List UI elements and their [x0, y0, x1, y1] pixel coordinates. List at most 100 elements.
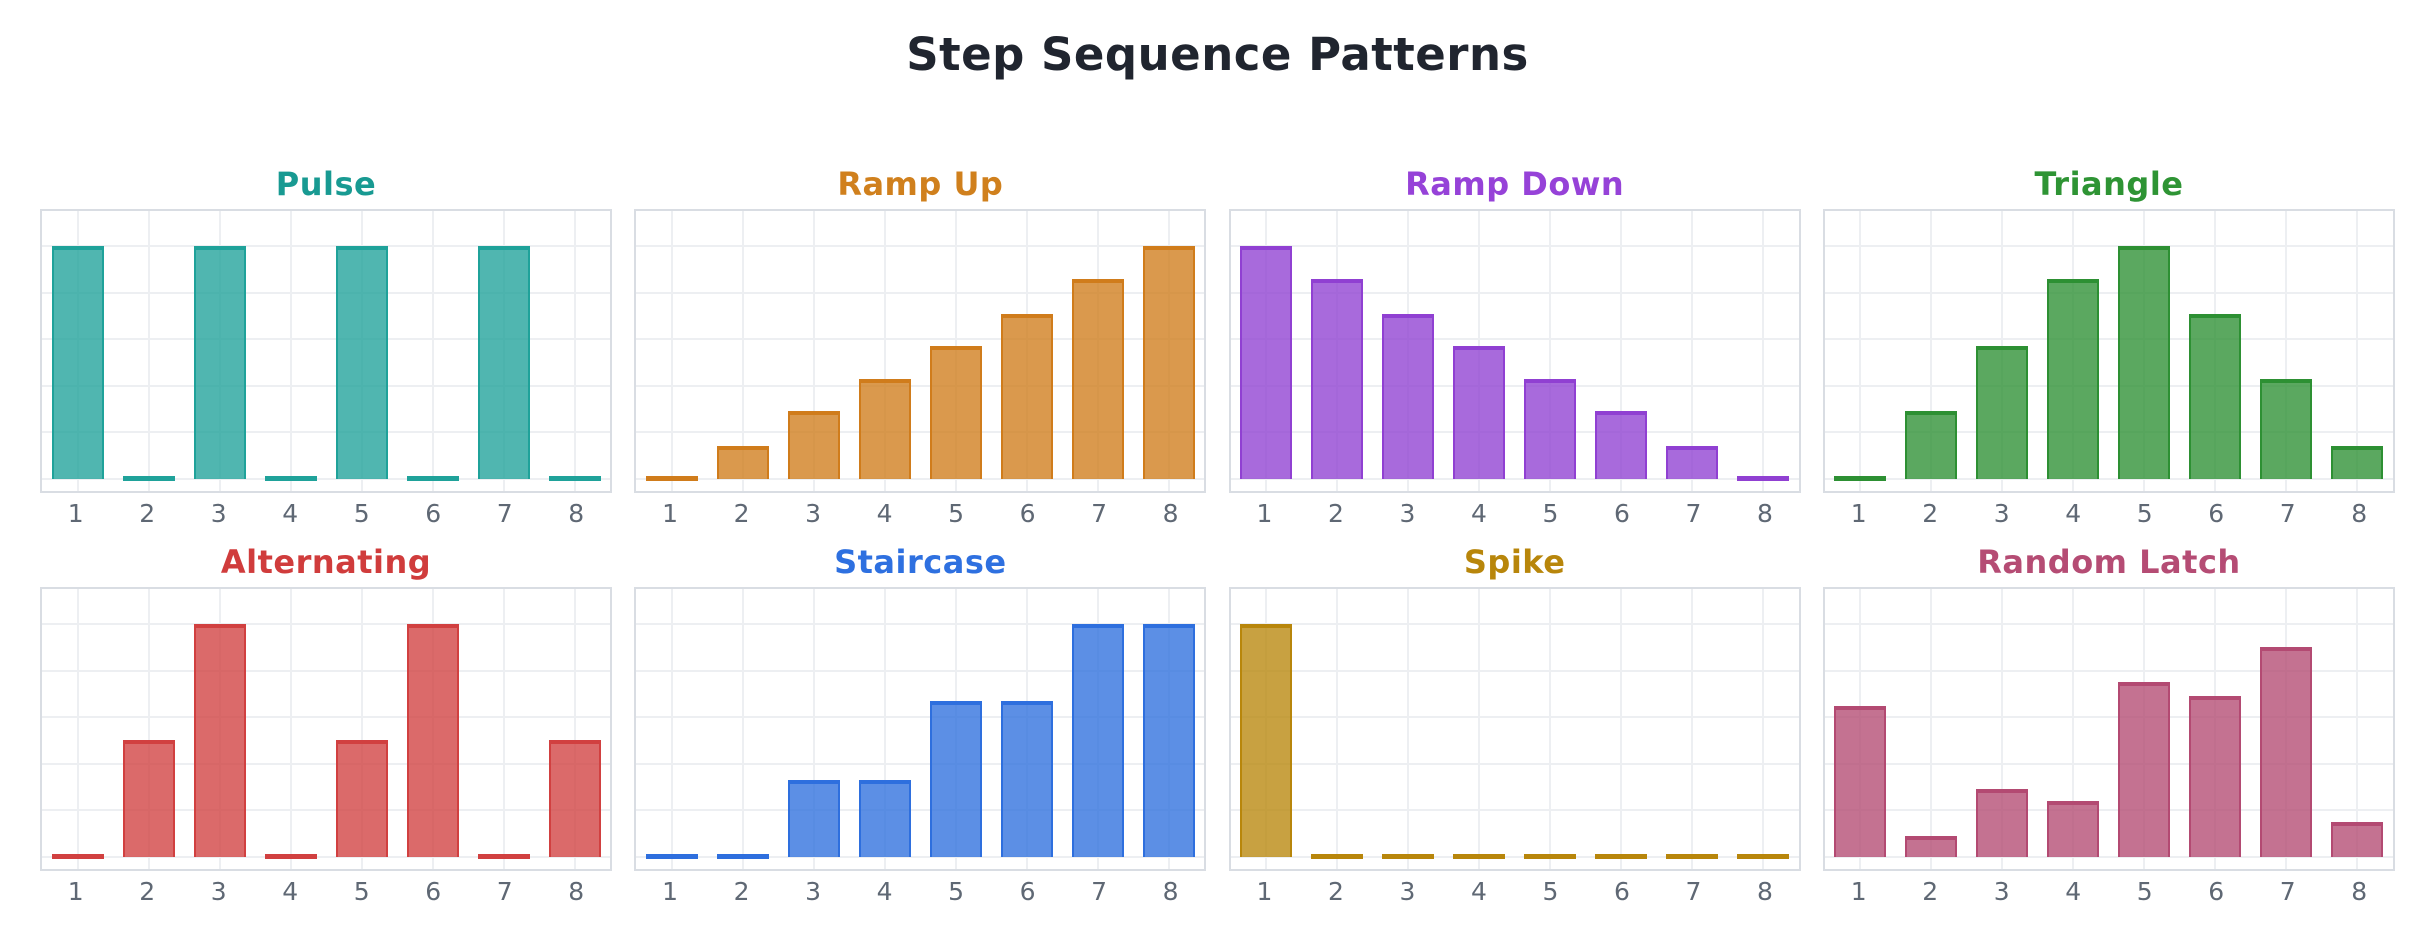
- bar: [645, 854, 698, 859]
- x-tick-label: 6: [2208, 499, 2225, 528]
- bar: [122, 476, 175, 481]
- x-tick-label: 6: [425, 877, 442, 906]
- horizontal-gridline: [1230, 245, 1799, 247]
- horizontal-gridline: [1230, 762, 1799, 765]
- x-tick-label: 3: [805, 877, 822, 906]
- bar: [1311, 854, 1364, 859]
- vertical-gridline: [1549, 211, 1552, 491]
- bar: [1071, 624, 1124, 857]
- vertical-gridline: [1691, 211, 1694, 491]
- x-tick-label: 2: [1327, 877, 1344, 906]
- vertical-gridline: [289, 211, 292, 491]
- bar: [2260, 379, 2313, 479]
- x-tick-label: 8: [568, 877, 585, 906]
- horizontal-gridline: [42, 809, 610, 812]
- x-tick-label: 3: [210, 877, 227, 906]
- bar: [929, 701, 982, 857]
- chart-panel: Triangle 1 2 3 4 5 6 7 8: [1822, 158, 2395, 536]
- bar: [2260, 647, 2313, 857]
- bar: [264, 476, 317, 481]
- x-tick-label: 7: [1091, 499, 1108, 528]
- horizontal-gridline: [1824, 291, 2393, 294]
- x-tick-label: 1: [1256, 499, 1273, 528]
- page-title: Step Sequence Patterns: [906, 28, 1529, 81]
- vertical-gridline: [670, 211, 673, 491]
- bar: [1524, 379, 1577, 479]
- bar: [122, 740, 175, 857]
- x-tick-label: 2: [733, 499, 750, 528]
- horizontal-gridline: [42, 856, 610, 858]
- horizontal-gridline: [42, 384, 610, 387]
- horizontal-gridline: [1824, 623, 2393, 625]
- bar: [406, 476, 459, 481]
- bar: [2189, 696, 2242, 857]
- horizontal-gridline: [1824, 338, 2393, 341]
- horizontal-gridline: [1824, 245, 2393, 247]
- bar: [1737, 854, 1790, 859]
- vertical-gridline: [431, 211, 434, 491]
- x-tick-label: 1: [1850, 499, 1867, 528]
- vertical-gridline: [502, 589, 505, 869]
- x-tick-label: 8: [1162, 499, 1179, 528]
- horizontal-gridline: [42, 478, 610, 480]
- bar: [51, 246, 104, 479]
- x-tick-label: 4: [1470, 877, 1487, 906]
- x-tick-label: 5: [353, 499, 370, 528]
- x-tick-label: 4: [876, 499, 893, 528]
- vertical-gridline: [1620, 211, 1623, 491]
- x-tick-label: 8: [1162, 877, 1179, 906]
- horizontal-gridline: [636, 669, 1205, 672]
- bar: [335, 246, 388, 479]
- bar: [716, 446, 769, 479]
- chart-title: Spike: [1463, 542, 1566, 581]
- bar: [645, 476, 698, 481]
- bar: [1737, 476, 1790, 481]
- x-tick-label: 1: [67, 877, 84, 906]
- x-tick-label: 4: [876, 877, 893, 906]
- bar: [716, 854, 769, 859]
- x-tick-label: 5: [2136, 877, 2153, 906]
- horizontal-gridline: [1824, 478, 2393, 480]
- horizontal-gridline: [1230, 716, 1799, 719]
- bar: [1976, 789, 2029, 857]
- horizontal-gridline: [42, 431, 610, 434]
- vertical-gridline: [812, 589, 815, 869]
- bar: [1453, 854, 1506, 859]
- horizontal-gridline: [1230, 856, 1799, 858]
- horizontal-gridline: [1824, 716, 2393, 719]
- x-tick-label: 4: [282, 877, 299, 906]
- vertical-gridline: [2356, 589, 2359, 869]
- chart-title: Staircase: [834, 542, 1007, 581]
- horizontal-gridline: [1230, 431, 1799, 434]
- chart-panel: Pulse 1 2 3 4 5 6 7 8: [40, 158, 612, 536]
- vertical-gridline: [2001, 589, 2004, 869]
- x-tick-label: 4: [1470, 499, 1487, 528]
- x-axis-ticks: 1 2 3 4 5 6 7 8: [1823, 871, 2395, 912]
- bar: [1142, 246, 1195, 479]
- horizontal-gridline: [636, 245, 1205, 247]
- vertical-gridline: [741, 211, 744, 491]
- x-tick-label: 1: [1850, 877, 1867, 906]
- bar: [264, 854, 317, 859]
- horizontal-gridline: [42, 291, 610, 294]
- vertical-gridline: [1762, 589, 1765, 869]
- horizontal-gridline: [1230, 623, 1799, 625]
- x-axis-ticks: 1 2 3 4 5 6 7 8: [634, 871, 1206, 912]
- vertical-gridline: [883, 211, 886, 491]
- x-tick-label: 2: [139, 499, 156, 528]
- horizontal-gridline: [636, 856, 1205, 858]
- x-axis-ticks: 1 2 3 4 5 6 7 8: [1229, 493, 1801, 534]
- chart-panel: Ramp Up 1 2 3 4 5 6 7 8: [634, 158, 1207, 536]
- chart-panel: Ramp Down 1 2 3 4 5 6 7 8: [1228, 158, 1801, 536]
- x-tick-label: 6: [425, 499, 442, 528]
- bar: [787, 780, 840, 857]
- horizontal-gridline: [1824, 809, 2393, 812]
- bar: [1240, 624, 1293, 857]
- horizontal-gridline: [636, 762, 1205, 765]
- bar: [2331, 446, 2384, 479]
- horizontal-gridline: [636, 384, 1205, 387]
- chart-title: Triangle: [2034, 164, 2184, 203]
- plot-area: [1822, 209, 2395, 493]
- x-tick-label: 7: [496, 877, 513, 906]
- bar: [193, 246, 246, 479]
